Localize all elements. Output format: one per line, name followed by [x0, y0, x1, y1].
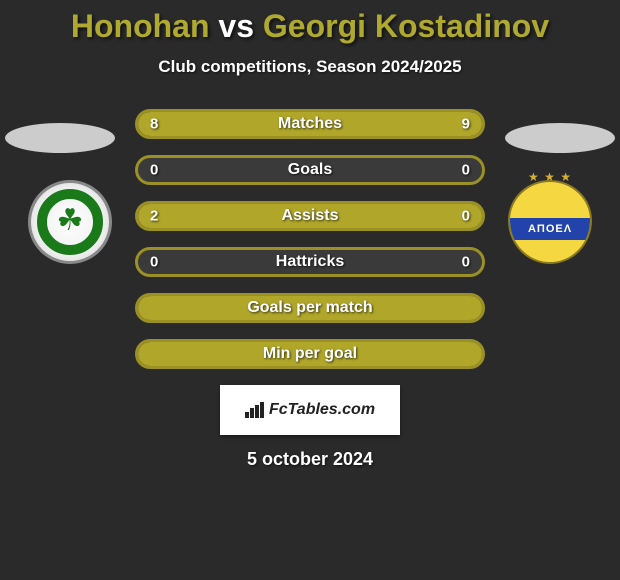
- stat-bar: 0 0 Hattricks: [135, 247, 485, 277]
- player1-marker: [5, 123, 115, 153]
- comparison-card: Honohan vs Georgi Kostadinov Club compet…: [0, 0, 620, 580]
- subtitle: Club competitions, Season 2024/2025: [0, 57, 620, 77]
- club-badge-right: ★ ★ ★ ΑΠΟΕΛ: [500, 180, 600, 264]
- date-label: 5 october 2024: [0, 449, 620, 470]
- site-branding: FcTables.com: [220, 385, 400, 435]
- player2-name: Georgi Kostadinov: [263, 8, 549, 44]
- stat-bar-fill-left: [138, 112, 300, 136]
- stat-label: Min per goal: [263, 345, 357, 363]
- stat-bar: Min per goal: [135, 339, 485, 369]
- vs-label: vs: [218, 8, 254, 44]
- stat-bar: 2 0 Assists: [135, 201, 485, 231]
- stat-bar: 0 0 Goals: [135, 155, 485, 185]
- shamrock-ring: [37, 189, 103, 255]
- stat-label: Matches: [278, 115, 342, 133]
- stat-value-left: 8: [150, 116, 158, 133]
- stats-bars: 8 9 Matches 0 0 Goals 2 0 Assists 0 0 Hattricks Goal…: [135, 109, 485, 369]
- stat-label: Goals: [288, 161, 332, 179]
- stat-value-left: 0: [150, 254, 158, 271]
- player1-name: Honohan: [71, 8, 210, 44]
- stat-bar: Goals per match: [135, 293, 485, 323]
- stat-value-left: 2: [150, 208, 158, 225]
- apoel-band-text: ΑΠΟΕΛ: [510, 218, 590, 240]
- player2-marker: [505, 123, 615, 153]
- page-title: Honohan vs Georgi Kostadinov: [0, 0, 620, 45]
- stat-label: Goals per match: [247, 299, 372, 317]
- stat-label: Hattricks: [276, 253, 344, 271]
- stat-value-right: 0: [462, 162, 470, 179]
- stat-label: Assists: [282, 207, 339, 225]
- club-badge-left: [20, 180, 120, 264]
- shamrock-rovers-logo: [28, 180, 112, 264]
- apoel-logo: ★ ★ ★ ΑΠΟΕΛ: [500, 180, 600, 264]
- apoel-shield: ΑΠΟΕΛ: [508, 180, 592, 264]
- stat-bar: 8 9 Matches: [135, 109, 485, 139]
- stat-value-right: 0: [462, 208, 470, 225]
- site-name: FcTables.com: [269, 401, 375, 419]
- stat-value-right: 9: [462, 116, 470, 133]
- stat-value-right: 0: [462, 254, 470, 271]
- chart-icon: [245, 402, 265, 418]
- stat-value-left: 0: [150, 162, 158, 179]
